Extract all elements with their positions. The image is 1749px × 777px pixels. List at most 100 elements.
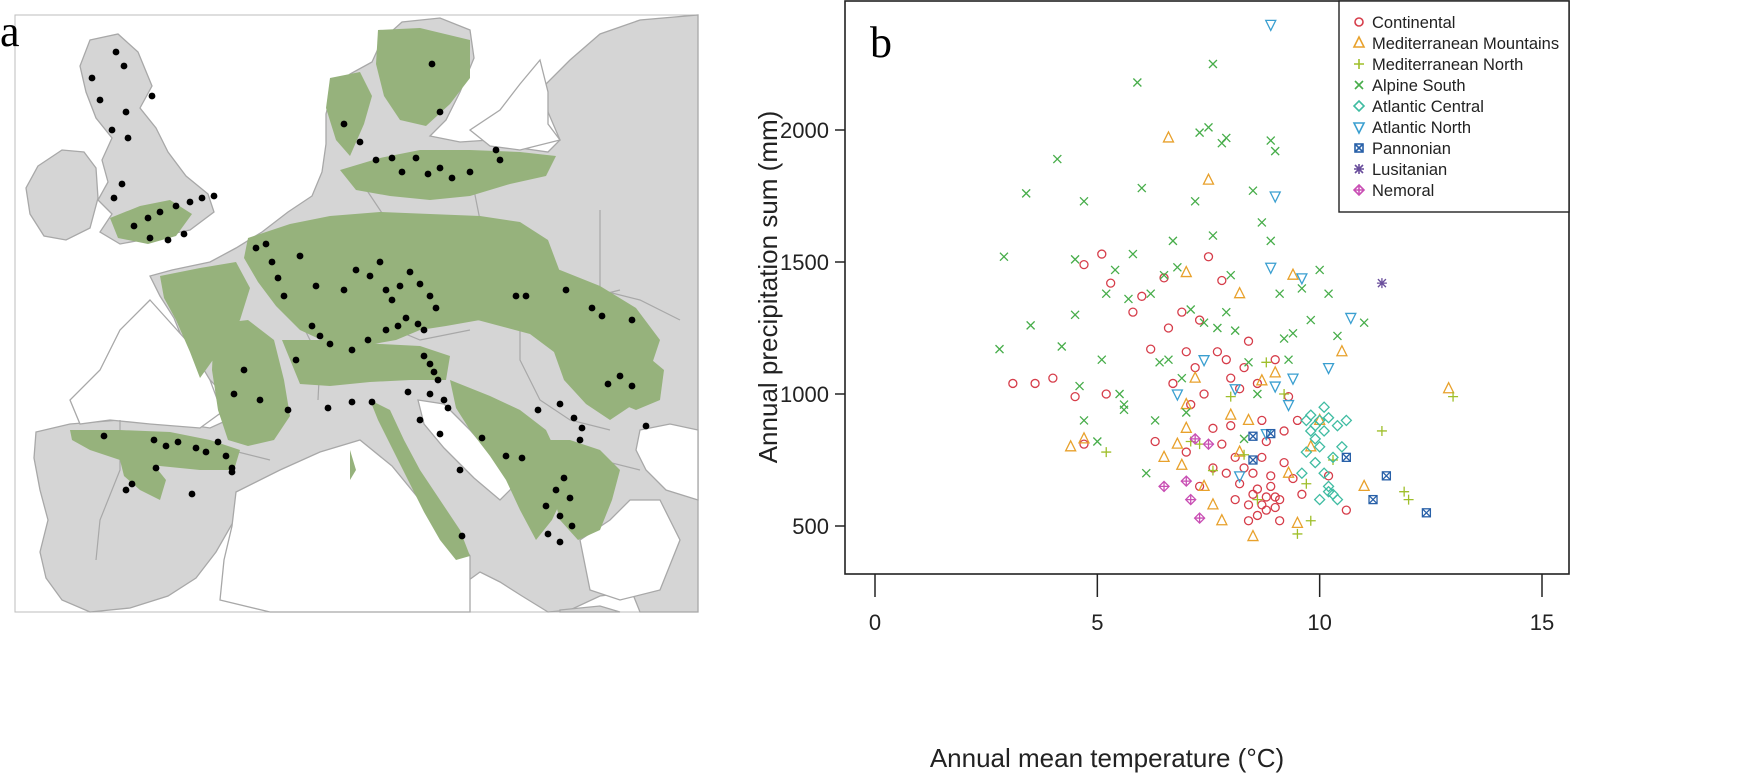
data-point xyxy=(1162,130,1175,143)
data-point xyxy=(1141,468,1151,478)
data-point xyxy=(1171,389,1184,402)
legend-label: Alpine South xyxy=(1372,77,1466,95)
site-point xyxy=(372,156,380,164)
data-point xyxy=(1257,415,1267,426)
site-point xyxy=(434,376,442,384)
data-point xyxy=(1194,315,1205,325)
data-point xyxy=(1279,457,1289,468)
site-point xyxy=(100,432,108,440)
data-point xyxy=(1243,516,1254,526)
site-point xyxy=(312,282,320,290)
data-point xyxy=(1332,331,1342,341)
site-point xyxy=(150,436,158,444)
data-point xyxy=(1270,502,1280,513)
site-point xyxy=(252,244,260,252)
data-point xyxy=(1282,399,1295,413)
data-point xyxy=(1327,451,1339,464)
site-point xyxy=(552,486,560,494)
data-point xyxy=(1358,478,1371,492)
data-point xyxy=(1155,357,1165,367)
data-point xyxy=(1376,425,1387,436)
data-point xyxy=(1239,434,1249,444)
site-point xyxy=(122,108,130,116)
data-point xyxy=(1101,447,1112,458)
data-point xyxy=(1181,447,1191,457)
data-point xyxy=(1341,505,1351,515)
data-point xyxy=(1075,381,1085,391)
data-point xyxy=(1279,334,1289,344)
data-point xyxy=(1266,136,1276,146)
data-point xyxy=(1324,289,1334,299)
legend-item: Lusitanian xyxy=(1354,161,1447,179)
data-point xyxy=(1313,440,1326,453)
data-point xyxy=(1248,431,1258,441)
data-point xyxy=(1300,446,1313,458)
data-point xyxy=(1157,449,1171,463)
data-point xyxy=(1221,355,1231,365)
site-point xyxy=(414,320,422,328)
data-point xyxy=(1057,342,1067,351)
data-point xyxy=(1331,493,1344,506)
data-point xyxy=(1077,431,1091,444)
site-point xyxy=(448,174,456,182)
site-point xyxy=(534,406,542,414)
legend-item: Atlantic Central xyxy=(1352,98,1484,116)
data-point xyxy=(1248,455,1258,465)
sea-baltic xyxy=(468,58,562,151)
site-point xyxy=(120,62,128,70)
x-tick-label: 15 xyxy=(1530,610,1554,635)
data-point xyxy=(1230,326,1240,336)
data-point xyxy=(1270,146,1280,156)
legend-label: Pannonian xyxy=(1372,140,1451,158)
data-point xyxy=(1225,391,1236,402)
data-point xyxy=(1421,508,1432,518)
data-point xyxy=(1217,439,1227,449)
data-point xyxy=(1150,415,1160,425)
data-point xyxy=(1252,510,1263,521)
data-point xyxy=(1233,444,1246,457)
data-point xyxy=(1248,468,1258,478)
site-point xyxy=(96,96,104,104)
data-point xyxy=(1199,389,1209,399)
data-point xyxy=(1340,414,1353,427)
legend-marker xyxy=(1354,59,1364,69)
data-point xyxy=(1300,446,1313,458)
data-point xyxy=(1190,433,1201,444)
data-point xyxy=(1203,252,1214,262)
site-point xyxy=(398,168,406,176)
data-point xyxy=(1242,412,1255,426)
legend-label: Atlantic Central xyxy=(1372,98,1484,116)
data-point xyxy=(1159,273,1169,283)
legend-item: Atlantic North xyxy=(1352,119,1471,137)
data-point xyxy=(1070,254,1080,264)
data-point xyxy=(1172,262,1182,272)
data-point xyxy=(1274,494,1285,505)
data-point xyxy=(1331,419,1344,432)
data-point xyxy=(1243,336,1254,346)
site-point xyxy=(642,422,650,430)
data-point xyxy=(1322,485,1335,498)
data-point xyxy=(1340,414,1353,427)
data-point xyxy=(1171,436,1184,449)
data-point xyxy=(1243,500,1254,510)
data-point xyxy=(1180,475,1193,488)
data-point xyxy=(1322,480,1335,493)
data-point xyxy=(1159,270,1169,280)
data-point xyxy=(1244,357,1253,367)
site-point xyxy=(192,444,200,452)
legend-marker xyxy=(1352,122,1366,135)
site-point xyxy=(388,154,396,162)
site-point xyxy=(628,382,636,390)
data-point xyxy=(1233,471,1246,484)
legend-box xyxy=(1338,0,1570,213)
x-tick-label: 0 xyxy=(869,610,881,635)
data-point xyxy=(1208,423,1218,433)
data-point xyxy=(1226,373,1236,383)
data-point xyxy=(1208,423,1218,433)
data-point xyxy=(1070,310,1080,320)
site-point xyxy=(210,192,218,200)
data-point xyxy=(1275,289,1285,299)
europe-map: a xyxy=(0,7,699,613)
site-point xyxy=(174,438,182,446)
site-point xyxy=(348,346,356,354)
